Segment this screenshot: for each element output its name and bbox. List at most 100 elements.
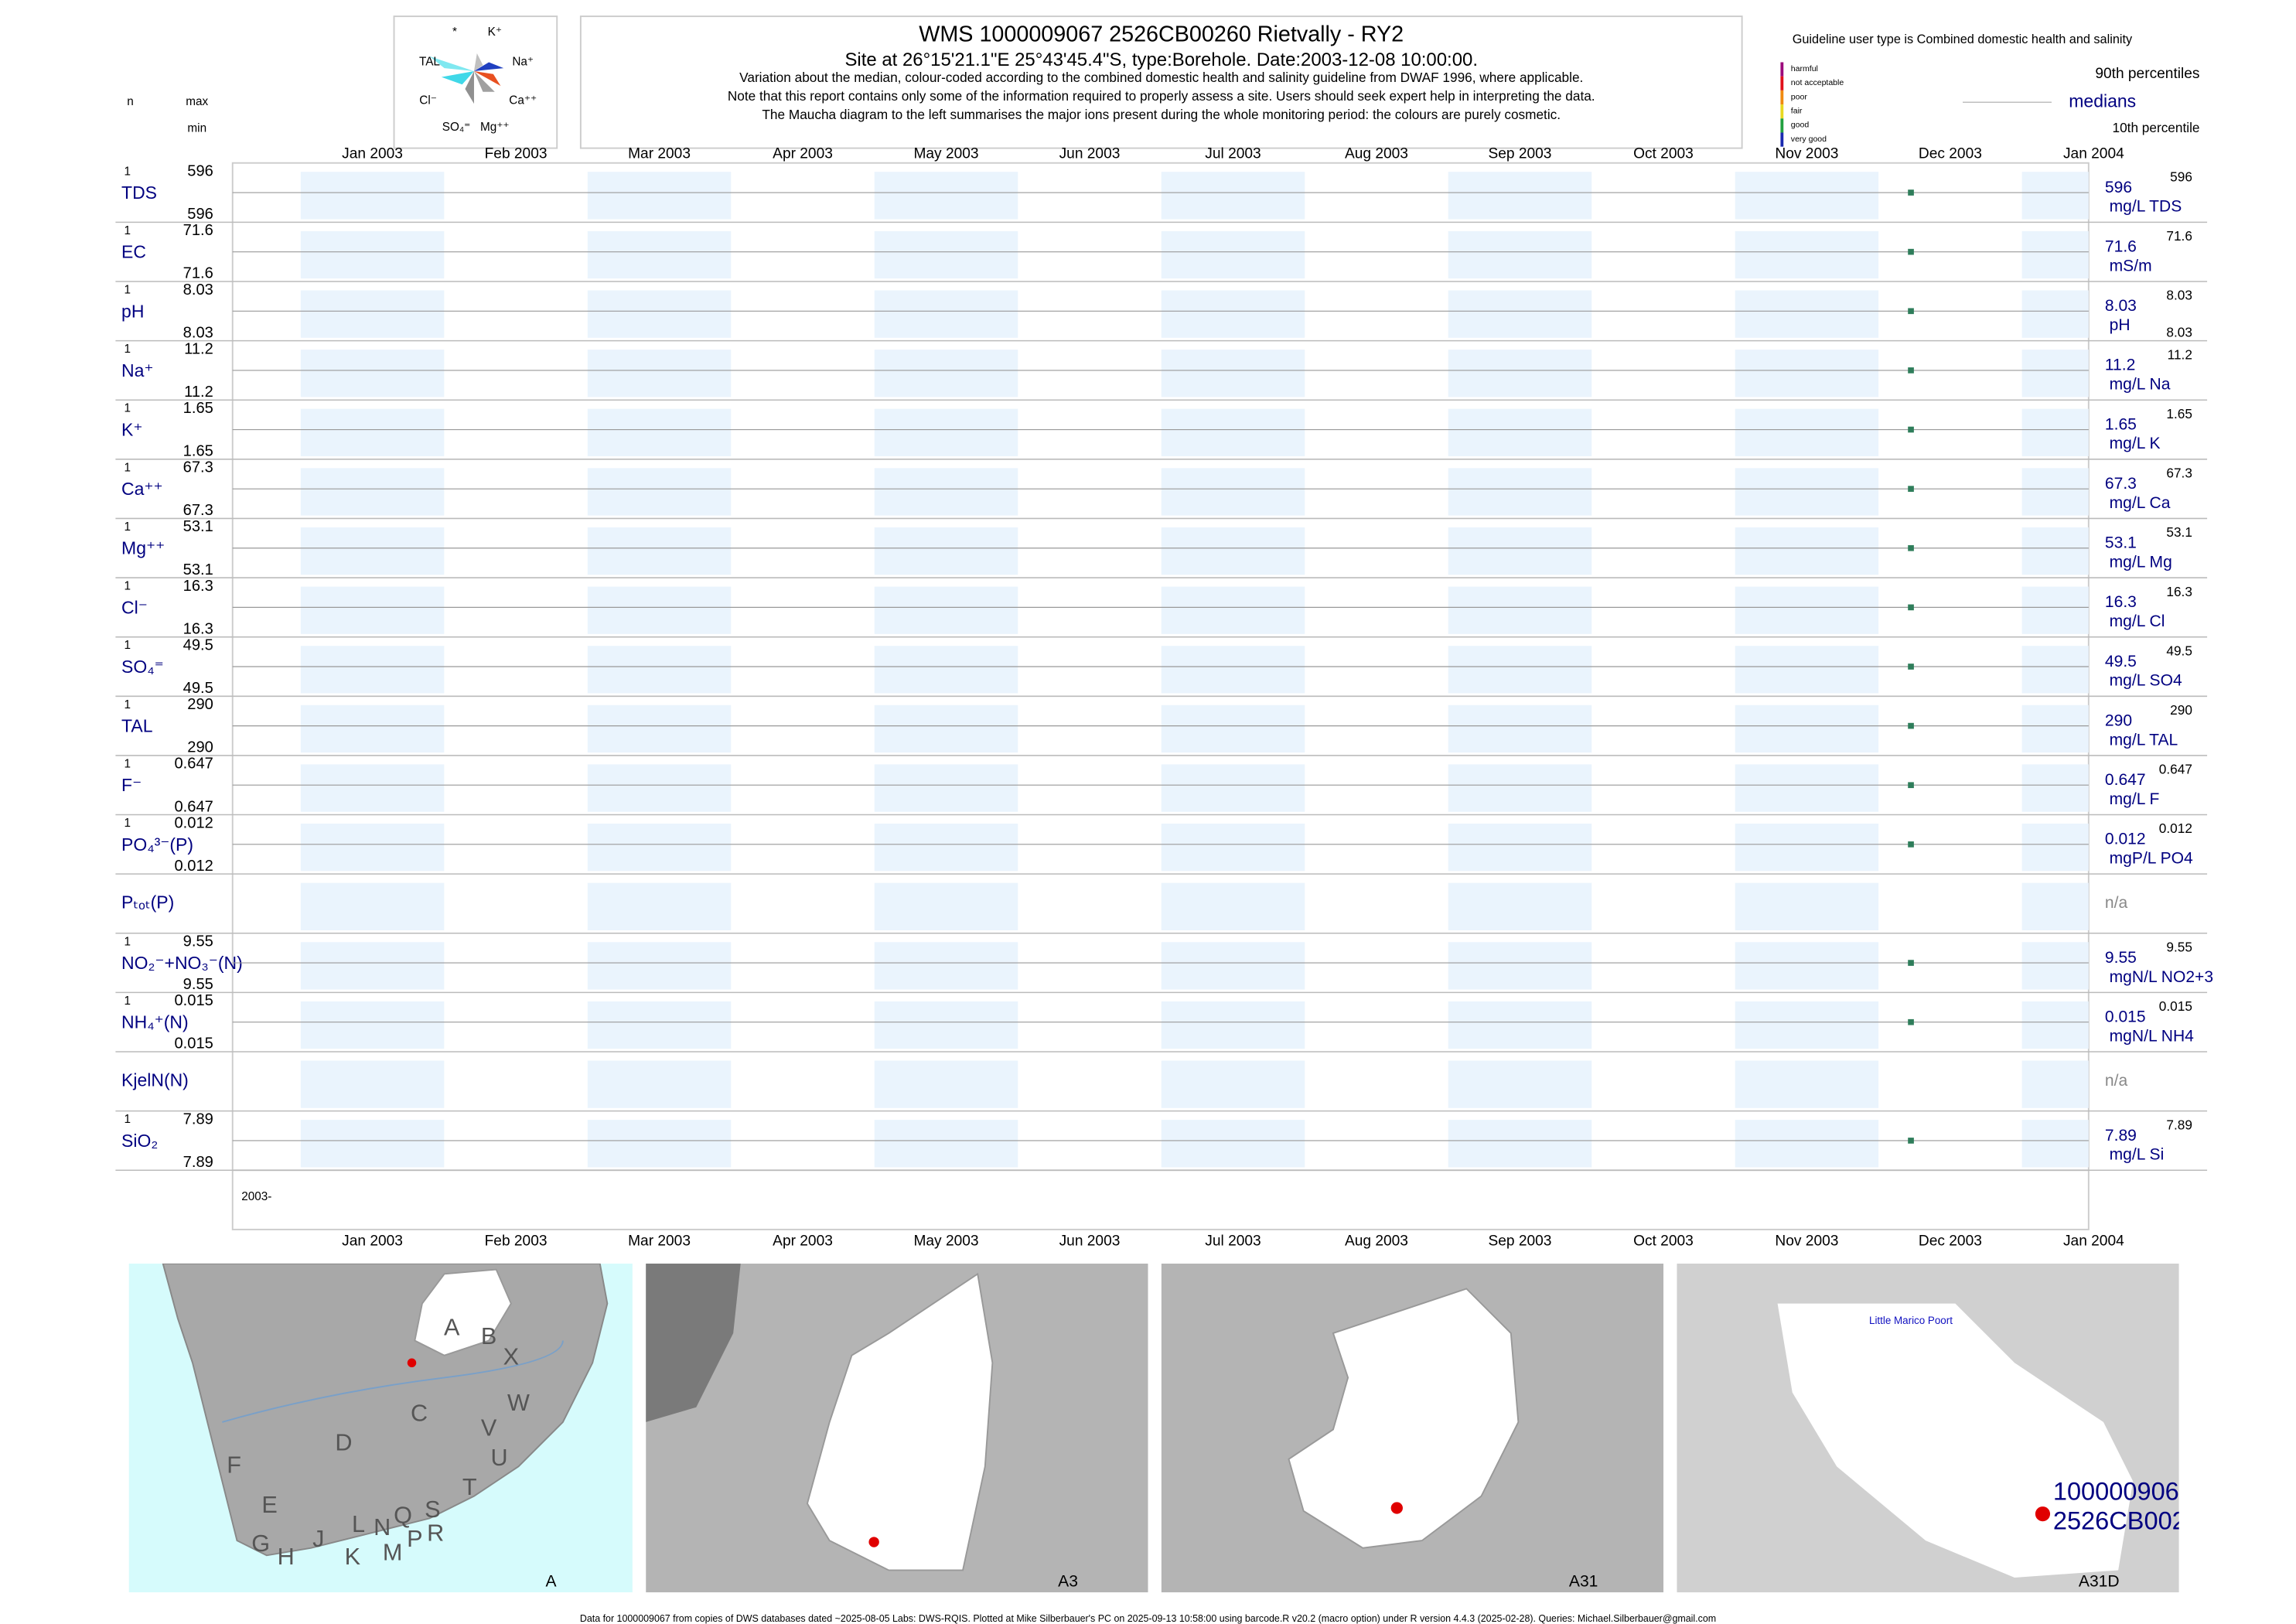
site-label: 1000009067 [2053, 1477, 2193, 1505]
title: WMS 1000009067 2526CB00260 Rietvally - R… [919, 22, 1404, 47]
max: 67.3 [183, 459, 213, 476]
month-band [300, 468, 445, 516]
month-band [587, 527, 732, 575]
legend-swatch [1780, 104, 1784, 119]
n: 1 [124, 639, 131, 652]
p90: 0.647 [2159, 762, 2192, 777]
month-band [1735, 172, 1879, 220]
row-label: PO₄³⁻(P) [121, 834, 193, 855]
month-band [300, 230, 445, 279]
month-band [2021, 230, 2089, 279]
month-band [300, 646, 445, 694]
n: 1 [124, 935, 131, 948]
place-label: Little Marico Poort [1869, 1315, 1953, 1326]
legend-swatch [1780, 90, 1784, 105]
month-band [300, 824, 445, 872]
month-band [1735, 705, 1879, 753]
month-band [300, 1120, 445, 1168]
map-south-africa [128, 1263, 633, 1593]
p90: 9.55 [2166, 939, 2192, 954]
row-label: F⁻ [121, 775, 142, 795]
min: 0.012 [175, 858, 213, 875]
unit: mgN/L NH4 [2110, 1027, 2195, 1045]
row-label: TAL [121, 716, 153, 736]
month-band [300, 290, 445, 338]
month-band [1448, 527, 1592, 575]
title-box [579, 15, 1743, 149]
month-band [300, 705, 445, 753]
month-band [874, 290, 1018, 338]
month-band [587, 350, 732, 397]
legend-swatch [1780, 62, 1784, 77]
row-label: NH₄⁺(N) [121, 1012, 189, 1032]
month-band [1161, 705, 1305, 753]
sample-point [1908, 248, 1914, 255]
region-label: T [462, 1474, 477, 1500]
month-band [1161, 527, 1305, 575]
maucha-label: Na⁺ [512, 56, 534, 69]
legend-label: fair [1791, 106, 1803, 115]
month-band [300, 172, 445, 220]
month-band [2021, 1120, 2089, 1168]
month-band [1448, 408, 1592, 456]
n: 1 [124, 1113, 131, 1126]
region-label: A [444, 1314, 460, 1340]
max: 71.6 [183, 222, 213, 239]
max: 49.5 [183, 636, 213, 653]
month-band [1161, 408, 1305, 456]
month-band [1161, 1060, 1305, 1108]
month-band [2021, 408, 2089, 456]
month-band [1448, 882, 1592, 930]
month-band [1448, 942, 1592, 990]
month-label-bottom: Aug 2003 [1345, 1233, 1408, 1249]
p90: 1.65 [2166, 406, 2192, 421]
median-value: 53.1 [2105, 534, 2137, 552]
month-band [300, 586, 445, 634]
region-label: G [251, 1530, 270, 1557]
month-band [1448, 1120, 1592, 1168]
month-label-bottom: Oct 2003 [1633, 1233, 1694, 1249]
month-label-top: Nov 2003 [1775, 145, 1838, 162]
p90: 11.2 [2168, 346, 2192, 362]
max: 0.647 [175, 756, 213, 773]
month-band [1735, 1120, 1879, 1168]
status: n/a [2105, 894, 2128, 912]
max: 7.89 [183, 1111, 213, 1128]
max: 16.3 [183, 578, 213, 595]
month-band [1448, 586, 1592, 634]
month-label-bottom: Nov 2003 [1775, 1233, 1838, 1249]
row-label: Pₜₒₜ(P) [121, 892, 174, 913]
month-label-top: Jan 2003 [342, 145, 403, 162]
month-band [2021, 1060, 2089, 1108]
month-band [874, 705, 1018, 753]
n: 1 [124, 165, 131, 178]
row-label: NO₂⁻+NO₃⁻(N) [121, 953, 243, 973]
month-band [2021, 942, 2089, 990]
map-label: A3 [1058, 1572, 1078, 1590]
median-value: 7.89 [2105, 1127, 2137, 1145]
min: 11.2 [184, 384, 213, 401]
month-band [1161, 1120, 1305, 1168]
month-band [874, 350, 1018, 397]
maucha-box [393, 15, 558, 149]
sample-point [1908, 189, 1914, 196]
month-label-top: Jun 2003 [1059, 145, 1121, 162]
maucha-label: Ca⁺⁺ [509, 94, 537, 107]
row-label: KjelN(N) [121, 1070, 189, 1090]
month-band [2021, 290, 2089, 338]
month-band [874, 468, 1018, 516]
median-value: 596 [2105, 179, 2132, 196]
month-label-top: Dec 2003 [1919, 145, 1982, 162]
footer: Data for 1000009067 from copies of DWS d… [580, 1613, 1716, 1624]
median-value: 9.55 [2105, 949, 2137, 967]
col-max: max [186, 95, 208, 108]
month-label-top: May 2003 [913, 145, 978, 162]
month-band [587, 1120, 732, 1168]
region-label: N [374, 1514, 391, 1540]
min: 0.015 [175, 1035, 213, 1053]
month-band [587, 172, 732, 220]
row-label: Mg⁺⁺ [121, 538, 165, 558]
unit: mg/L Mg [2110, 553, 2172, 571]
month-band [300, 408, 445, 456]
map-a31d [1677, 1263, 2179, 1593]
